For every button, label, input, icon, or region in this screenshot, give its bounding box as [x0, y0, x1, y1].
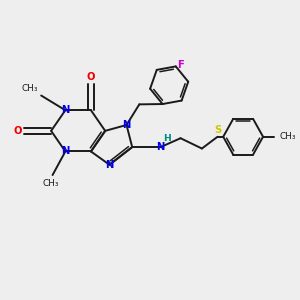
- Text: N: N: [61, 146, 70, 157]
- Text: N: N: [61, 105, 70, 115]
- Text: N: N: [105, 160, 114, 170]
- Text: CH₃: CH₃: [22, 84, 38, 93]
- Text: O: O: [14, 126, 22, 136]
- Text: N: N: [157, 142, 165, 152]
- Text: O: O: [87, 72, 95, 82]
- Text: F: F: [178, 60, 184, 70]
- Text: S: S: [214, 125, 222, 135]
- Text: CH₃: CH₃: [279, 132, 296, 141]
- Text: N: N: [122, 120, 131, 130]
- Text: CH₃: CH₃: [43, 178, 59, 188]
- Text: H: H: [163, 134, 171, 143]
